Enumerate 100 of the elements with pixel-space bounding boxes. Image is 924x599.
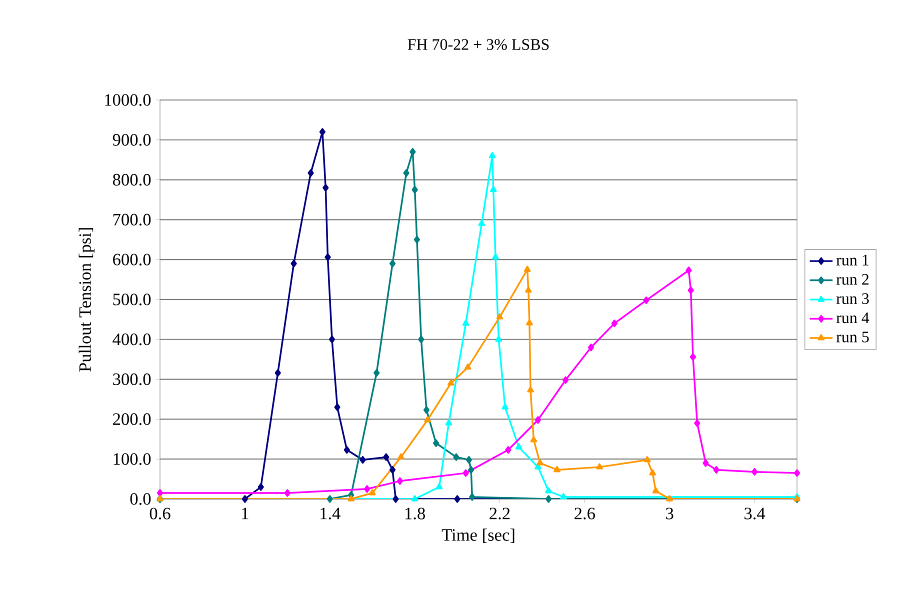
- point: [418, 336, 424, 344]
- point: [545, 487, 552, 494]
- point: [462, 469, 469, 477]
- point: [374, 369, 380, 377]
- y-tick-label: 200.0: [113, 413, 151, 426]
- x-tick-label: 2.2: [490, 508, 510, 520]
- point: [447, 379, 454, 386]
- point: [524, 286, 532, 293]
- point: [694, 419, 700, 427]
- point: [411, 495, 418, 502]
- point: [611, 320, 618, 328]
- y-tick-label: 1000.0: [105, 94, 151, 106]
- point: [396, 477, 404, 485]
- point: [686, 266, 692, 274]
- point: [242, 495, 248, 503]
- point: [596, 463, 603, 470]
- point: [702, 459, 709, 467]
- point: [560, 493, 567, 500]
- point: [588, 344, 594, 352]
- x-tick-label: 1.4: [320, 508, 340, 520]
- point: [389, 466, 396, 474]
- x-tick-label: 2.6: [574, 508, 595, 520]
- point: [794, 469, 800, 477]
- point: [156, 489, 164, 497]
- point: [398, 453, 404, 460]
- point: [644, 456, 651, 462]
- point: [562, 376, 569, 384]
- point: [666, 495, 674, 502]
- point: [495, 336, 502, 342]
- point: [490, 186, 497, 192]
- x-tick-label: 3: [666, 508, 674, 520]
- point: [496, 313, 504, 320]
- y-tick-label: 800.0: [112, 174, 151, 186]
- point: [383, 453, 390, 461]
- point: [412, 186, 418, 194]
- point: [328, 336, 336, 344]
- point: [534, 463, 542, 470]
- point: [468, 466, 474, 474]
- legend-label: run 2: [836, 274, 869, 285]
- point: [284, 489, 290, 497]
- point: [502, 403, 508, 410]
- x-tick-label: 0.6: [150, 508, 170, 520]
- point: [308, 169, 314, 177]
- x-axis-title: Time [sec]: [442, 528, 514, 543]
- point: [436, 483, 443, 490]
- point: [462, 320, 470, 326]
- point: [478, 220, 486, 226]
- point: [445, 419, 452, 426]
- point: [322, 184, 329, 192]
- point: [652, 487, 660, 494]
- chart-title: FH 70-22 + 3% LSBS: [408, 39, 549, 50]
- point: [414, 236, 420, 244]
- point: [690, 353, 696, 361]
- legend-label: run 4: [836, 312, 870, 324]
- y-tick-label: 700.0: [113, 214, 151, 226]
- point: [274, 369, 281, 377]
- point: [389, 260, 396, 268]
- point: [546, 495, 552, 503]
- point: [364, 485, 370, 493]
- point: [344, 446, 350, 454]
- point: [534, 416, 542, 424]
- point: [334, 403, 340, 412]
- point: [751, 468, 758, 476]
- point: [554, 466, 560, 472]
- point: [643, 296, 650, 304]
- point: [368, 489, 376, 496]
- y-tick-label: 500.0: [113, 294, 151, 306]
- y-tick-label: 400.0: [112, 334, 151, 346]
- point: [324, 253, 331, 261]
- point: [713, 466, 720, 474]
- y-tick-label: 0.0: [130, 493, 151, 505]
- point: [326, 495, 333, 503]
- point: [688, 286, 694, 294]
- point: [492, 253, 499, 260]
- point: [360, 456, 366, 464]
- legend-label: run 3: [836, 293, 869, 304]
- point: [410, 148, 416, 156]
- x-tick-label: 3.4: [744, 508, 766, 520]
- point: [290, 260, 297, 268]
- point: [505, 446, 512, 454]
- point: [423, 406, 430, 414]
- point: [536, 459, 544, 466]
- y-tick-label: 600.0: [113, 254, 151, 266]
- x-tick-label: 1.8: [406, 508, 425, 520]
- point: [530, 436, 538, 442]
- point: [258, 483, 264, 491]
- point: [348, 495, 355, 502]
- point: [432, 439, 440, 447]
- legend-label: run 1: [836, 254, 868, 266]
- point: [464, 364, 472, 370]
- point: [403, 169, 410, 177]
- y-axis-title: Pullout Tension [psi]: [78, 228, 94, 372]
- point: [392, 495, 399, 503]
- point: [524, 266, 531, 272]
- y-tick-label: 900.0: [112, 134, 151, 146]
- y-tick-label: 100.0: [114, 453, 151, 465]
- point: [453, 453, 460, 461]
- point: [526, 319, 533, 326]
- point: [469, 493, 476, 501]
- point: [488, 152, 496, 158]
